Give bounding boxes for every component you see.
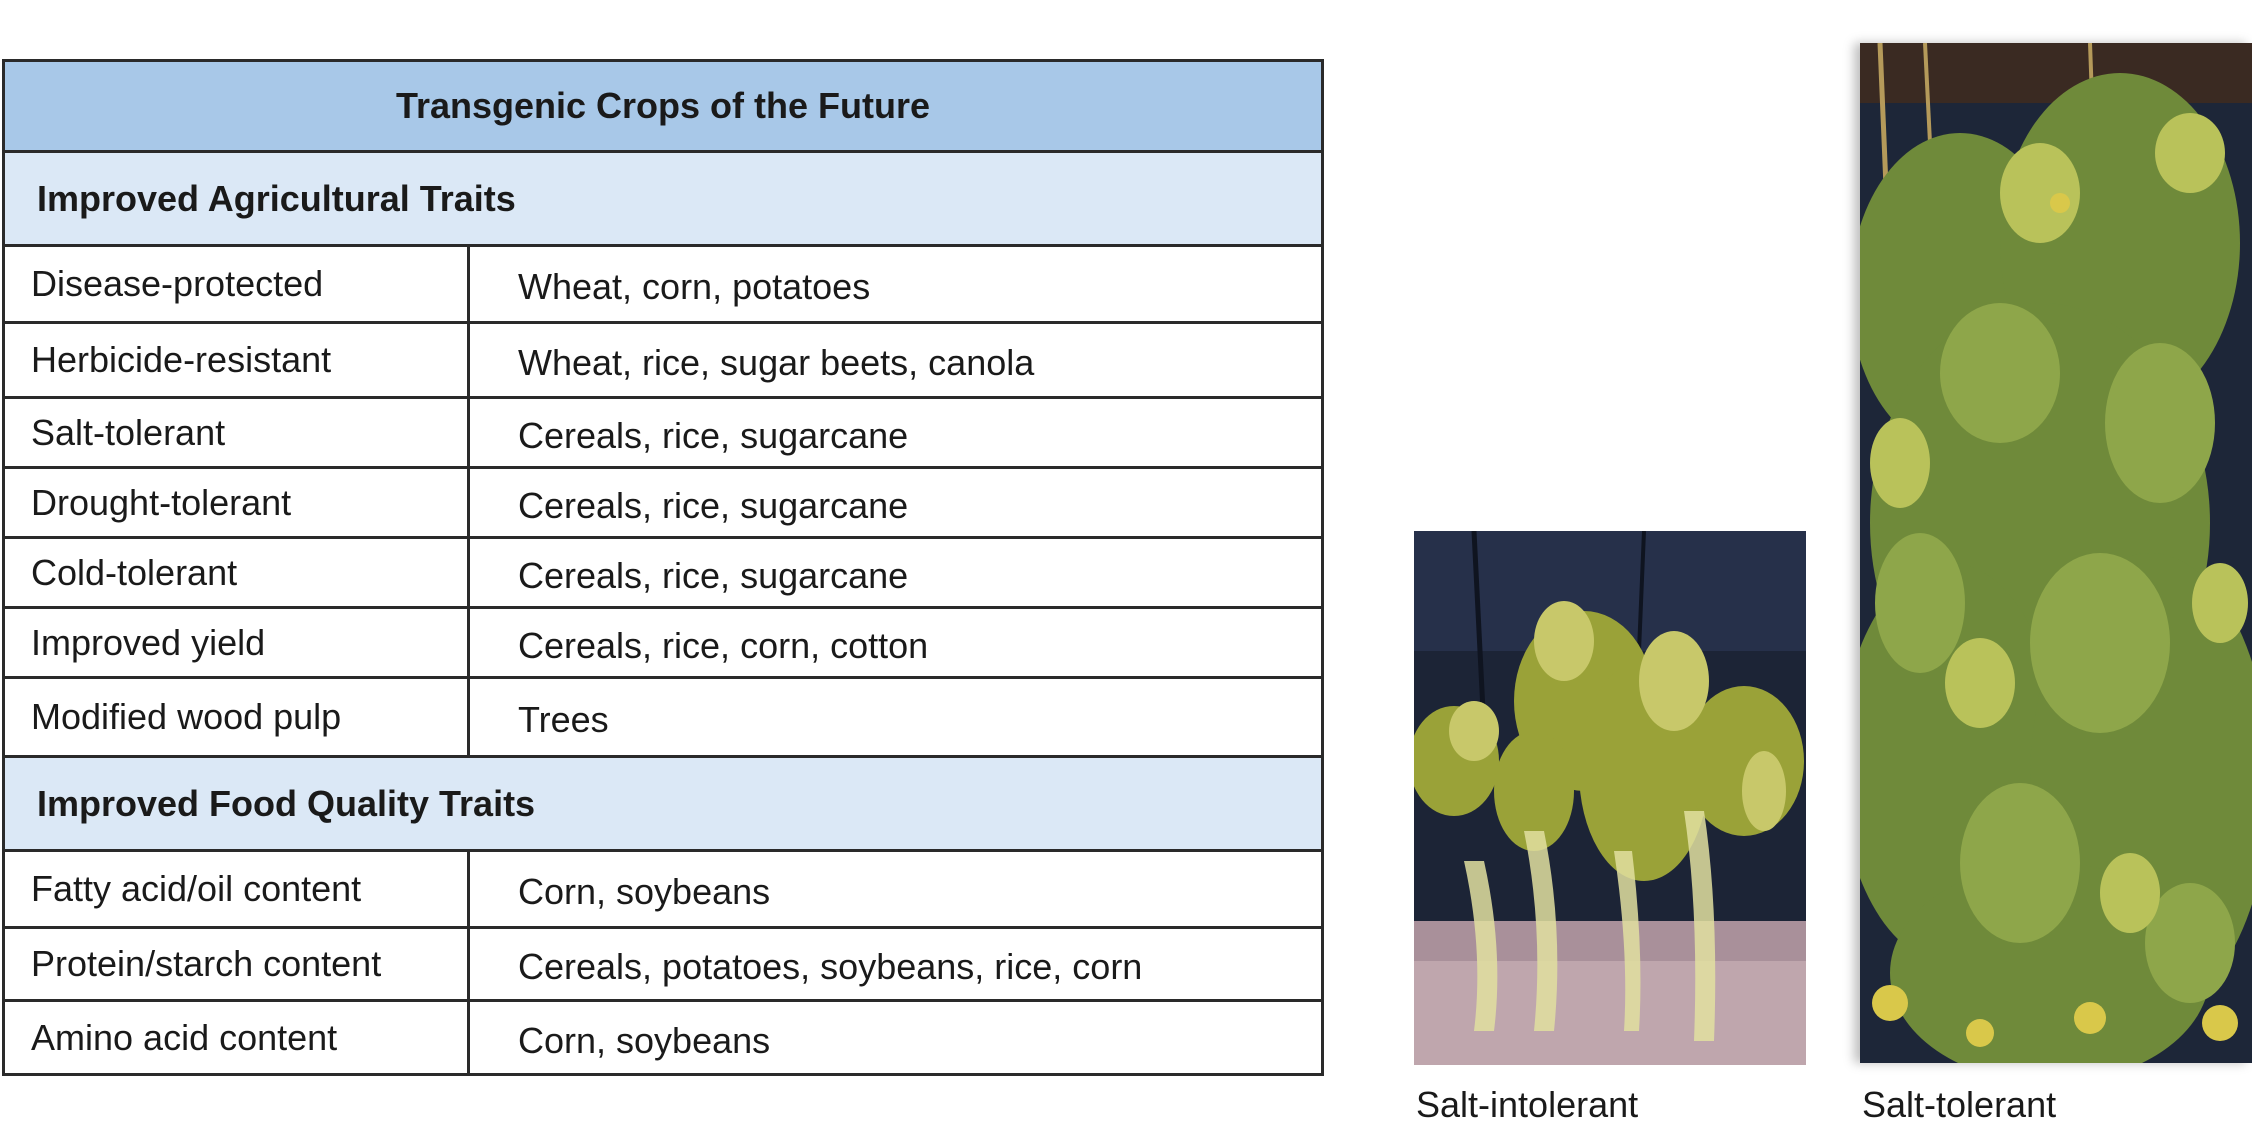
transgenic-crops-table: Transgenic Crops of the Future Improved … [2, 59, 1324, 1076]
table-row: Improved yield Cereals, rice, corn, cott… [5, 609, 1321, 679]
crops-cell: Corn, soybeans [518, 871, 771, 912]
salt-intolerant-plant-photo [1414, 531, 1806, 1065]
table-row: Disease-protected Wheat, corn, potatoes [5, 247, 1321, 324]
table-row: Drought-tolerant Cereals, rice, sugarcan… [5, 469, 1321, 539]
trait-cell: Improved yield [5, 609, 470, 676]
table-title: Transgenic Crops of the Future [5, 62, 1321, 153]
table-row: Salt-tolerant Cereals, rice, sugarcane [5, 399, 1321, 469]
crops-cell: Wheat, corn, potatoes [518, 266, 871, 307]
table-row: Protein/starch content Cereals, potatoes… [5, 929, 1321, 1002]
crops-cell: Cereals, rice, sugarcane [518, 414, 909, 456]
crops-cell: Cereals, rice, sugarcane [518, 554, 909, 596]
table-row: Cold-tolerant Cereals, rice, sugarcane [5, 539, 1321, 609]
trait-cell: Drought-tolerant [5, 469, 470, 536]
table-row: Amino acid content Corn, soybeans [5, 1002, 1321, 1073]
trait-cell: Fatty acid/oil content [5, 852, 470, 926]
table-row: Fatty acid/oil content Corn, soybeans [5, 852, 1321, 929]
crops-cell: Cereals, potatoes, soybeans, rice, corn [518, 946, 1143, 987]
crops-cell: Wheat, rice, sugar beets, canola [518, 342, 1035, 383]
section-heading-food-quality: Improved Food Quality Traits [5, 758, 1321, 852]
crops-cell: Trees [518, 699, 609, 740]
trait-cell: Salt-tolerant [5, 399, 470, 466]
trait-cell: Herbicide-resistant [5, 324, 470, 396]
table-row: Herbicide-resistant Wheat, rice, sugar b… [5, 324, 1321, 399]
salt-tolerant-caption: Salt-tolerant [1862, 1084, 2057, 1125]
table-row: Modified wood pulp Trees [5, 679, 1321, 758]
trait-cell: Cold-tolerant [5, 539, 470, 606]
trait-cell: Modified wood pulp [5, 679, 470, 755]
crops-cell: Corn, soybeans [518, 1019, 771, 1061]
crops-cell: Cereals, rice, sugarcane [518, 484, 909, 526]
trait-cell: Protein/starch content [5, 929, 470, 999]
salt-intolerant-caption: Salt-intolerant [1416, 1084, 1639, 1125]
salt-tolerant-plant-photo [1860, 43, 2252, 1063]
section-heading-agricultural: Improved Agricultural Traits [5, 153, 1321, 247]
crops-cell: Cereals, rice, corn, cotton [518, 624, 929, 666]
trait-cell: Disease-protected [5, 247, 470, 321]
trait-cell: Amino acid content [5, 1002, 470, 1073]
